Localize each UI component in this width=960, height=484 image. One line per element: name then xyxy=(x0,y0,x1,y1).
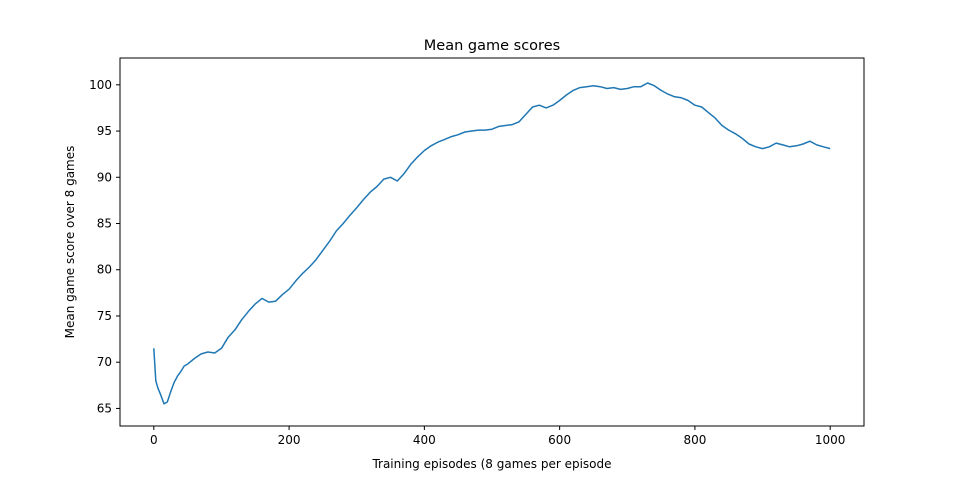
x-tick-label-600: 600 xyxy=(548,433,571,447)
x-axis-ticks: 0 200 400 600 800 1000 xyxy=(150,426,845,447)
plot-frame xyxy=(119,57,865,427)
x-axis-label: Training episodes (8 games per episode xyxy=(371,457,611,471)
x-tick-label-0: 0 xyxy=(150,433,158,447)
y-tick-label-65: 65 xyxy=(97,401,112,415)
y-tick-label-70: 70 xyxy=(97,355,112,369)
y-axis-label: Mean game score over 8 games xyxy=(63,146,77,339)
plot-area: 0 200 400 600 800 1000 65 70 75 80 85 90 95 100 xyxy=(89,57,865,447)
y-tick-label-90: 90 xyxy=(97,170,112,184)
y-tick-label-85: 85 xyxy=(97,217,112,231)
x-tick-label-200: 200 xyxy=(278,433,301,447)
x-tick-label-1000: 1000 xyxy=(815,433,846,447)
y-tick-label-75: 75 xyxy=(97,309,112,323)
x-tick-label-400: 400 xyxy=(413,433,436,447)
y-tick-label-95: 95 xyxy=(97,124,112,138)
series-line-mean-game-score xyxy=(153,82,831,405)
y-axis-ticks: 65 70 75 80 85 90 95 100 xyxy=(89,78,120,415)
chart-title: Mean game scores xyxy=(424,38,560,54)
y-tick-label-80: 80 xyxy=(97,263,112,277)
x-tick-label-800: 800 xyxy=(683,433,706,447)
y-tick-label-100: 100 xyxy=(89,78,112,92)
